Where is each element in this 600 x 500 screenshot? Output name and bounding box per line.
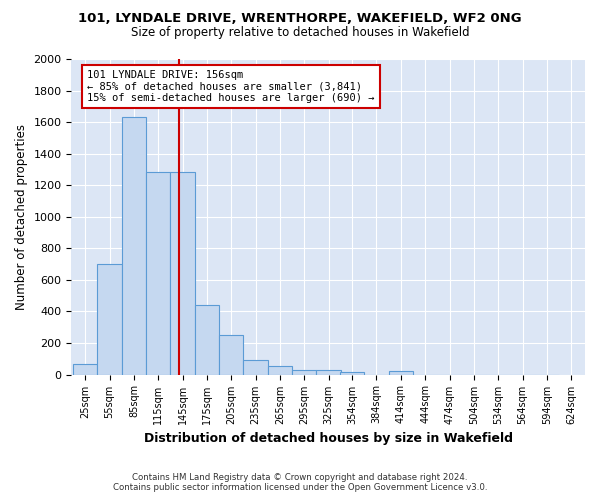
Bar — [219, 335, 244, 374]
Bar — [244, 360, 268, 374]
Text: 101, LYNDALE DRIVE, WRENTHORPE, WAKEFIELD, WF2 0NG: 101, LYNDALE DRIVE, WRENTHORPE, WAKEFIEL… — [78, 12, 522, 26]
Text: Size of property relative to detached houses in Wakefield: Size of property relative to detached ho… — [131, 26, 469, 39]
Bar — [170, 172, 195, 374]
Bar — [292, 370, 316, 374]
Bar — [73, 364, 97, 374]
Bar — [316, 370, 341, 374]
X-axis label: Distribution of detached houses by size in Wakefield: Distribution of detached houses by size … — [144, 432, 513, 445]
Bar — [195, 305, 219, 374]
Text: 101 LYNDALE DRIVE: 156sqm
← 85% of detached houses are smaller (3,841)
15% of se: 101 LYNDALE DRIVE: 156sqm ← 85% of detac… — [87, 70, 374, 103]
Bar — [389, 372, 413, 374]
Bar — [340, 372, 364, 374]
Bar — [146, 172, 170, 374]
Bar — [122, 118, 146, 374]
Y-axis label: Number of detached properties: Number of detached properties — [15, 124, 28, 310]
Bar — [97, 264, 122, 374]
Text: Contains HM Land Registry data © Crown copyright and database right 2024.
Contai: Contains HM Land Registry data © Crown c… — [113, 473, 487, 492]
Bar — [268, 366, 292, 374]
